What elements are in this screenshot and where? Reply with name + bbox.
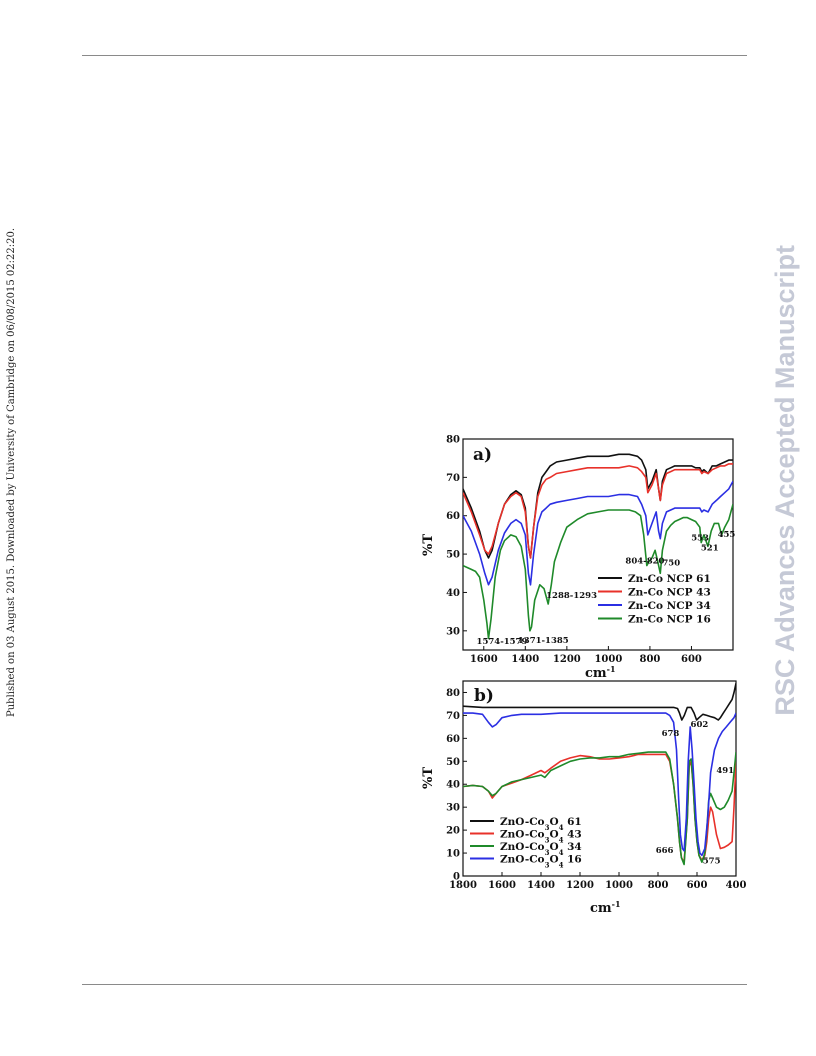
legend-label-sub: 4 — [559, 835, 564, 844]
y-axis-label: %T — [421, 767, 436, 789]
legend-label-sub: 3 — [545, 835, 550, 844]
peak-annotation: 1574-1579 — [477, 637, 528, 647]
x-tick-label: 1800 — [449, 880, 477, 891]
series-line — [463, 683, 736, 721]
x-axis-label-base: cm — [590, 901, 612, 916]
series-line — [463, 751, 736, 866]
peak-annotation: 602 — [691, 720, 709, 730]
x-tick-label: 800 — [639, 654, 660, 665]
legend-label: Zn-Co NCP 34 — [628, 600, 711, 612]
legend-label-part: ZnO-Co — [500, 854, 545, 866]
y-tick-label: 60 — [446, 734, 460, 745]
legend-label: Zn-Co NCP 43 — [628, 587, 711, 599]
y-tick-label: 40 — [446, 588, 460, 599]
panel-label: b) — [474, 686, 494, 706]
chart-panel-b: 0 10 20 30 40 50 60 70 80 1800 1600 1400 1200 1000 800… — [421, 680, 747, 916]
x-axis-label-sup: -1 — [607, 664, 616, 674]
x-axis-label-base: cm — [585, 666, 607, 681]
peak-annotation: 455 — [718, 530, 736, 540]
series-line — [463, 463, 733, 559]
peak-annotation: 521 — [701, 543, 719, 553]
x-tick-label: 1400 — [511, 654, 539, 665]
y-tick-label: 20 — [446, 826, 460, 837]
series-line — [463, 480, 733, 586]
y-tick-label: 30 — [446, 803, 460, 814]
y-tick-label: 70 — [446, 473, 460, 484]
legend-label-part: 61 — [563, 816, 581, 828]
y-tick-label: 80 — [446, 688, 460, 699]
peak-annotation: 666 — [656, 846, 674, 856]
legend-label-part: ZnO-Co — [500, 841, 545, 853]
footer-rule — [82, 984, 747, 985]
legend-label-sub: 3 — [545, 848, 550, 857]
y-tick-label: 50 — [446, 550, 460, 561]
y-axis-label: %T — [421, 534, 436, 556]
legend-label-part: ZnO-Co — [500, 816, 545, 828]
legend-label: ZnO-Co3O4 16 — [500, 854, 582, 870]
x-tick-label: 1000 — [605, 880, 633, 891]
peak-annotation: 804-820 — [625, 557, 664, 567]
panel-label: a) — [473, 445, 492, 465]
peak-annotation: 678 — [662, 729, 680, 739]
x-tick-label: 1400 — [527, 880, 555, 891]
peak-annotation: 491 — [716, 766, 734, 776]
legend-label-part: O — [549, 854, 558, 866]
peak-annotation: 575 — [703, 856, 721, 866]
y-tick-label: 40 — [446, 780, 460, 791]
y-tick-label: 30 — [446, 626, 460, 637]
x-axis-label: cm-1 — [590, 899, 621, 916]
legend-label-part: O — [549, 829, 558, 841]
chart-panel-a: 30 40 50 60 70 80 1600 1400 1200 1000 800 600 1574-1… — [421, 435, 735, 682]
legend-label-sub: 3 — [545, 823, 550, 832]
legend-label: ZnO-Co3O4 34 — [500, 841, 582, 857]
header-rule — [82, 55, 747, 56]
series-line — [463, 712, 736, 857]
legend-label: Zn-Co NCP 61 — [628, 573, 711, 585]
peak-annotation: 1288-1293 — [546, 591, 597, 601]
y-tick-label: 80 — [446, 435, 460, 446]
x-tick-label: 1000 — [594, 654, 622, 665]
peak-annotation: 553 — [691, 534, 709, 544]
y-tick-label: 10 — [446, 849, 460, 860]
plot-frame — [462, 438, 734, 651]
legend-label-sub: 4 — [559, 860, 564, 869]
x-tick-label: 800 — [648, 880, 669, 891]
legend-label: ZnO-Co3O4 61 — [500, 816, 582, 832]
x-tick-label: 600 — [687, 880, 708, 891]
legend-label-part: O — [549, 841, 558, 853]
x-tick-label: 1600 — [488, 880, 516, 891]
y-tick-label: 0 — [453, 872, 460, 883]
legend-label-part: 16 — [563, 854, 581, 866]
x-axis-label-sup: -1 — [612, 899, 621, 909]
peak-annotation: 750 — [662, 559, 680, 569]
peak-annotation: 1371-1385 — [518, 636, 569, 646]
legend-label-part: O — [549, 816, 558, 828]
series-line — [463, 453, 733, 559]
x-axis-label: cm-1 — [585, 664, 616, 681]
x-tick-label: 1200 — [553, 654, 581, 665]
y-tick-label: 70 — [446, 711, 460, 722]
legend-label-sub: 4 — [559, 823, 564, 832]
series-line — [463, 503, 733, 640]
legend-label-part: 43 — [563, 829, 581, 841]
x-tick-label: 1600 — [470, 654, 498, 665]
y-tick-label: 60 — [446, 511, 460, 522]
x-tick-label: 1200 — [566, 880, 594, 891]
legend-label-sub: 4 — [559, 848, 564, 857]
legend-label-part: ZnO-Co — [500, 829, 545, 841]
legend-label: ZnO-Co3O4 43 — [500, 829, 582, 845]
legend-label-part: 34 — [563, 841, 581, 853]
legend-label-sub: 3 — [545, 860, 550, 869]
legend-label: Zn-Co NCP 16 — [628, 614, 711, 626]
x-tick-label: 400 — [726, 880, 747, 891]
y-tick-label: 50 — [446, 757, 460, 768]
x-tick-label: 600 — [681, 654, 702, 665]
